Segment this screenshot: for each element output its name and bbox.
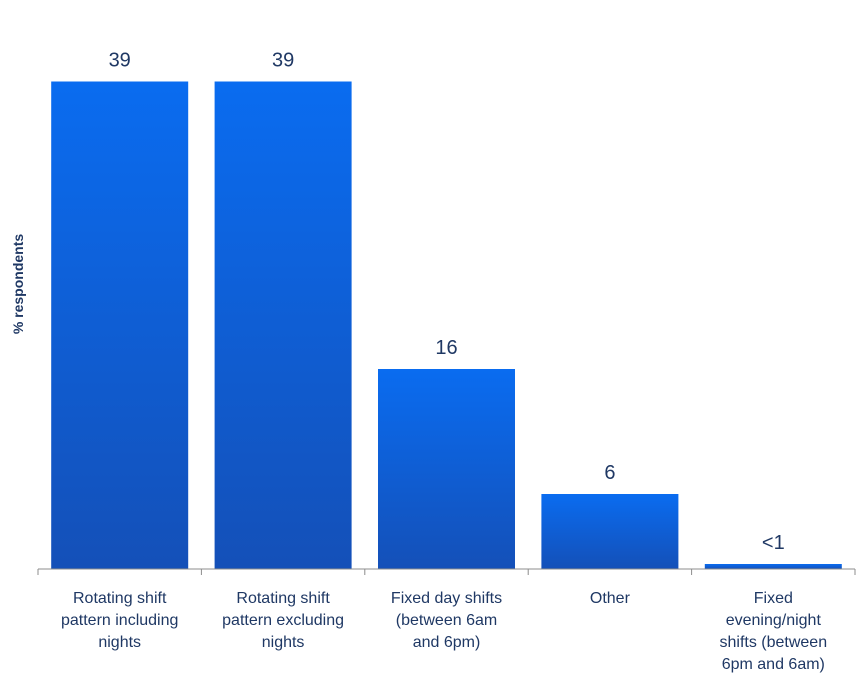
category-label-line: and 6pm) bbox=[413, 634, 481, 651]
bar-value-label-1: 39 bbox=[109, 50, 131, 72]
category-label-4: Other bbox=[590, 590, 631, 607]
bar-3 bbox=[378, 369, 515, 569]
bar-value-label-3: 16 bbox=[435, 337, 457, 359]
bar-value-label-4: 6 bbox=[604, 462, 615, 484]
category-label-line: Rotating shift bbox=[73, 590, 167, 607]
category-label-line: Rotating shift bbox=[236, 590, 330, 607]
category-labels: 39 Rotating shift pattern including nights 3… bbox=[61, 50, 827, 674]
bar-value-label-2: 39 bbox=[272, 50, 294, 72]
category-label-line: pattern excluding bbox=[222, 612, 344, 629]
category-label-line: Fixed bbox=[754, 590, 793, 607]
category-label-line: Fixed day shifts bbox=[391, 590, 502, 607]
bar-4 bbox=[541, 494, 679, 569]
category-label-line: nights bbox=[262, 634, 305, 651]
category-label-line: nights bbox=[98, 634, 141, 651]
y-axis-label: % respondents bbox=[10, 234, 26, 335]
category-label-line: (between 6am bbox=[396, 612, 497, 629]
bar-value-label-5: <1 bbox=[762, 532, 785, 554]
category-label-1: Rotating shift pattern including nights bbox=[61, 590, 178, 651]
bar-5 bbox=[704, 564, 842, 569]
category-label-2: Rotating shift pattern excluding nights bbox=[222, 590, 344, 651]
category-label-line: pattern including bbox=[61, 612, 178, 629]
category-label-5: Fixed evening/night shifts (between 6pm and… bbox=[719, 590, 827, 673]
bar-2 bbox=[214, 81, 352, 569]
category-label-line: 6pm and 6am) bbox=[722, 656, 825, 673]
category-label-3: Fixed day shifts (between 6am and 6pm) bbox=[391, 590, 502, 651]
category-label-line: shifts (between bbox=[719, 634, 827, 651]
bars-group bbox=[51, 81, 842, 569]
category-label-line: Other bbox=[590, 590, 631, 607]
category-label-line: evening/night bbox=[726, 612, 822, 629]
bar-1 bbox=[51, 81, 189, 569]
x-axis bbox=[37, 568, 856, 575]
